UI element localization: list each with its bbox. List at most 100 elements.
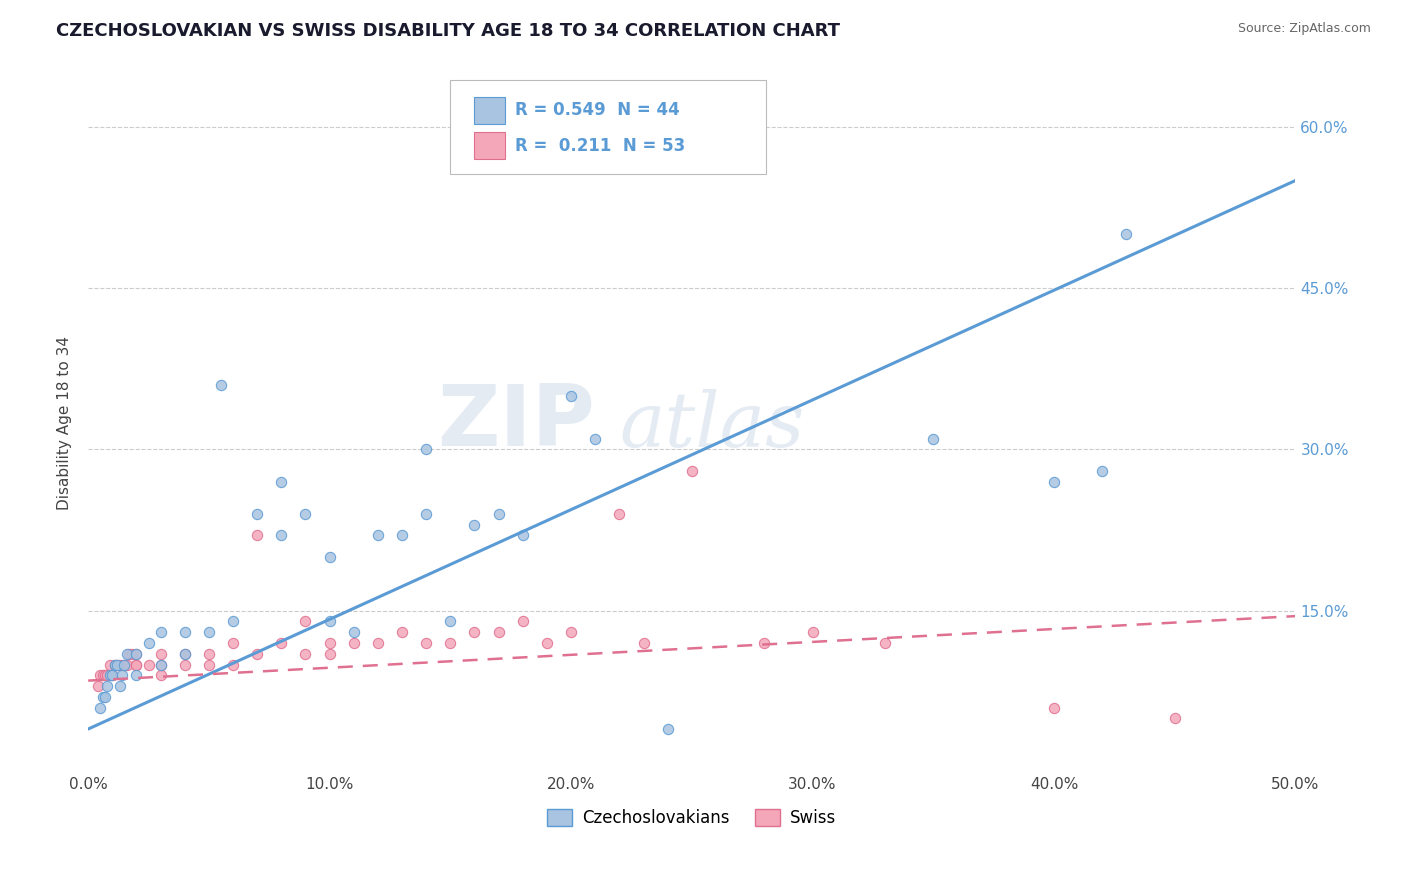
Point <box>138 657 160 672</box>
Point <box>101 668 124 682</box>
Point <box>91 668 114 682</box>
Point <box>633 636 655 650</box>
Point <box>488 625 510 640</box>
Point <box>96 668 118 682</box>
Point <box>415 636 437 650</box>
Point <box>343 625 366 640</box>
Point <box>222 615 245 629</box>
Point <box>98 657 121 672</box>
Point <box>115 647 138 661</box>
Point <box>318 647 340 661</box>
Point <box>512 615 534 629</box>
Point <box>173 647 195 661</box>
Text: Source: ZipAtlas.com: Source: ZipAtlas.com <box>1237 22 1371 36</box>
Point <box>318 549 340 564</box>
Point <box>512 528 534 542</box>
Point <box>246 528 269 542</box>
Point <box>115 657 138 672</box>
Point <box>149 668 172 682</box>
Point <box>391 625 413 640</box>
Point <box>87 679 110 693</box>
Point <box>105 657 128 672</box>
Text: atlas: atlas <box>620 389 804 463</box>
Point <box>209 377 232 392</box>
Point <box>681 464 703 478</box>
Point <box>125 668 148 682</box>
Point <box>125 657 148 672</box>
Point <box>121 647 143 661</box>
Point <box>149 625 172 640</box>
Point <box>108 657 131 672</box>
Point <box>318 636 340 650</box>
Point <box>463 517 485 532</box>
Point <box>222 636 245 650</box>
Point <box>294 647 316 661</box>
Point <box>198 657 221 672</box>
Point <box>149 647 172 661</box>
Point <box>111 657 134 672</box>
Point <box>657 722 679 736</box>
Point <box>108 679 131 693</box>
Legend: Czechoslovakians, Swiss: Czechoslovakians, Swiss <box>541 802 842 834</box>
Point <box>91 690 114 704</box>
Point <box>367 636 389 650</box>
Point <box>125 657 148 672</box>
Point <box>343 636 366 650</box>
Point <box>222 657 245 672</box>
Point <box>318 615 340 629</box>
Point <box>246 647 269 661</box>
Point <box>1164 711 1187 725</box>
Point <box>294 615 316 629</box>
Point <box>754 636 776 650</box>
Point <box>1091 464 1114 478</box>
Point <box>270 475 292 489</box>
Point <box>583 432 606 446</box>
Point <box>125 647 148 661</box>
Point <box>922 432 945 446</box>
Point <box>560 389 582 403</box>
Point <box>609 507 631 521</box>
Text: R = 0.549  N = 44: R = 0.549 N = 44 <box>515 101 679 120</box>
Point <box>111 668 134 682</box>
Point <box>415 442 437 457</box>
Point <box>173 625 195 640</box>
Point <box>149 657 172 672</box>
Point <box>391 528 413 542</box>
Point <box>873 636 896 650</box>
Point <box>1043 700 1066 714</box>
Point <box>367 528 389 542</box>
Point <box>138 636 160 650</box>
Point <box>198 625 221 640</box>
Point <box>104 657 127 672</box>
Point <box>801 625 824 640</box>
Point <box>105 657 128 672</box>
Point <box>439 636 461 650</box>
Point <box>104 657 127 672</box>
Point <box>1043 475 1066 489</box>
Text: R =  0.211  N = 53: R = 0.211 N = 53 <box>515 136 685 154</box>
Point <box>488 507 510 521</box>
Point <box>101 668 124 682</box>
Point <box>294 507 316 521</box>
Point <box>94 690 117 704</box>
Point <box>118 647 141 661</box>
Point <box>173 657 195 672</box>
Point <box>173 647 195 661</box>
Point <box>125 647 148 661</box>
Point <box>198 647 221 661</box>
Point <box>270 528 292 542</box>
Text: CZECHOSLOVAKIAN VS SWISS DISABILITY AGE 18 TO 34 CORRELATION CHART: CZECHOSLOVAKIAN VS SWISS DISABILITY AGE … <box>56 22 841 40</box>
Point <box>112 657 135 672</box>
Text: ZIP: ZIP <box>437 381 595 464</box>
Point <box>463 625 485 640</box>
Point <box>96 679 118 693</box>
Y-axis label: Disability Age 18 to 34: Disability Age 18 to 34 <box>58 335 72 509</box>
Point <box>98 668 121 682</box>
Point <box>536 636 558 650</box>
Point <box>149 657 172 672</box>
Point <box>89 700 111 714</box>
Point <box>270 636 292 650</box>
Point <box>94 668 117 682</box>
Point <box>112 657 135 672</box>
Point <box>89 668 111 682</box>
